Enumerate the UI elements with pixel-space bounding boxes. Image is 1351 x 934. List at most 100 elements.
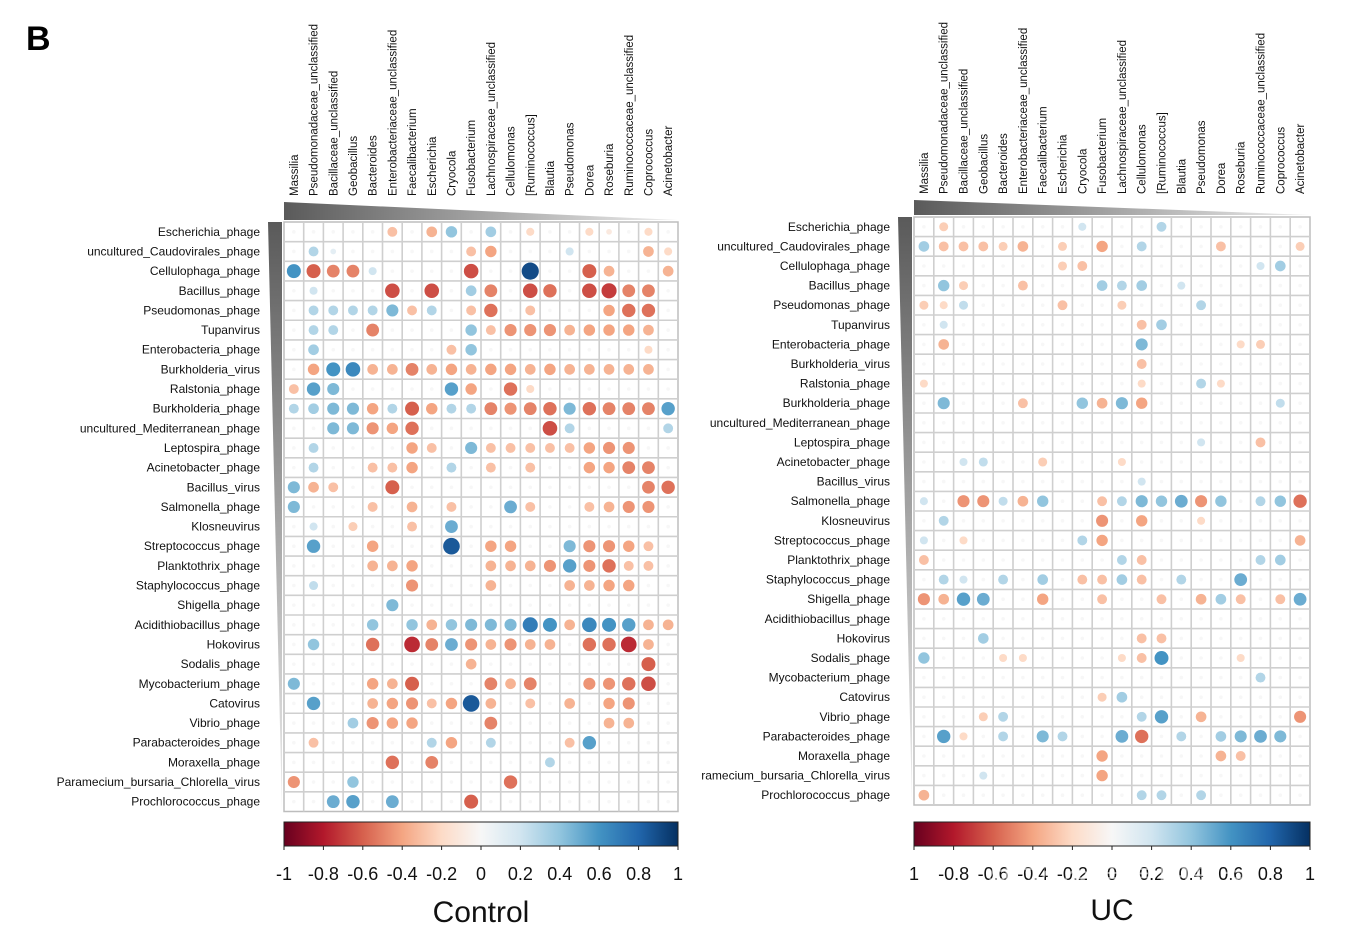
correlation-cell	[1219, 636, 1223, 641]
correlation-cell	[583, 540, 596, 553]
correlation-cell	[405, 579, 419, 592]
correlation-cell	[1040, 773, 1045, 778]
correlation-cell	[292, 230, 296, 234]
correlation-cell	[1139, 460, 1144, 464]
correlation-cell	[1219, 538, 1223, 543]
correlation-cell	[465, 324, 477, 336]
correlation-cell	[1176, 731, 1187, 742]
column-label: Pseudomonas	[1196, 120, 1208, 194]
colorbar-tick-label: 0.4	[547, 864, 572, 884]
correlation-cell	[469, 485, 473, 490]
correlation-cell	[666, 387, 670, 391]
colorbar-tick-label: 0	[1107, 864, 1117, 884]
correlation-cell	[1120, 715, 1124, 719]
correlation-cell	[1238, 499, 1243, 504]
correlation-cell	[1258, 323, 1263, 327]
column-label: Cellulomonas	[506, 126, 518, 196]
correlation-cell	[603, 364, 615, 375]
correlation-cell	[607, 387, 611, 391]
correlation-cell	[489, 760, 493, 765]
row-label: Pseudomonas_phage	[143, 303, 260, 317]
correlation-cell	[1040, 793, 1045, 797]
correlation-cell	[1100, 656, 1104, 660]
correlation-cell	[620, 636, 637, 653]
correlation-cell	[489, 426, 493, 431]
correlation-cell	[1298, 401, 1302, 406]
correlation-cell	[489, 387, 493, 391]
correlation-cell	[1298, 793, 1302, 797]
column-label: [Ruminococcus]	[525, 114, 537, 196]
correlation-cell	[1001, 225, 1005, 229]
correlation-cell	[643, 639, 654, 650]
correlation-cell	[1080, 362, 1085, 366]
correlation-cell	[1238, 421, 1243, 425]
correlation-cell	[1179, 264, 1184, 268]
correlation-cell	[1179, 793, 1184, 797]
correlation-cell	[602, 540, 616, 553]
correlation-cell	[1100, 460, 1104, 464]
column-label: Pseudomonadaceae_unclassified	[939, 22, 951, 194]
correlation-cell	[1136, 633, 1147, 644]
correlation-cell	[1159, 303, 1164, 308]
correlation-cell	[1077, 261, 1088, 271]
column-label: Ruminococcaceae_unclassified	[624, 35, 636, 196]
row-label: Prochlorococcus_phage	[131, 795, 260, 809]
correlation-cell	[1195, 495, 1208, 508]
correlation-cell	[508, 740, 513, 745]
correlation-cell	[1179, 381, 1184, 386]
correlation-cell	[642, 461, 655, 475]
correlation-cell	[1001, 754, 1005, 758]
correlation-cell	[1021, 715, 1025, 719]
correlation-cell	[1060, 675, 1065, 680]
correlation-cell	[1060, 636, 1065, 641]
colorbar-tick-label: 1	[909, 864, 919, 884]
correlation-cell	[351, 544, 355, 549]
correlation-cell	[919, 379, 928, 388]
correlation-cell	[1021, 381, 1025, 386]
correlation-cell	[426, 364, 438, 375]
correlation-cell	[1298, 440, 1302, 445]
correlation-cell	[449, 603, 454, 607]
correlation-cell	[548, 347, 552, 352]
correlation-cell	[348, 305, 358, 316]
correlation-cell	[1078, 222, 1087, 231]
correlation-cell	[602, 617, 617, 632]
correlation-cell	[1215, 495, 1227, 507]
correlation-cell	[462, 695, 480, 712]
correlation-cell	[643, 541, 654, 552]
correlation-cell	[543, 559, 557, 572]
correlation-cell	[465, 364, 477, 375]
correlation-cell	[370, 603, 375, 607]
correlation-cell	[1199, 577, 1203, 582]
correlation-cell	[1001, 479, 1005, 484]
correlation-cell	[1120, 636, 1124, 641]
correlation-cell	[489, 603, 493, 607]
correlation-cell	[311, 721, 316, 725]
correlation-cell	[485, 580, 497, 591]
correlation-cell	[311, 426, 316, 431]
row-label: Hokovirus	[837, 631, 890, 645]
correlation-cell	[1197, 516, 1206, 525]
correlation-cell	[449, 662, 454, 666]
correlation-cell	[346, 794, 360, 809]
correlation-cell	[607, 799, 611, 804]
row-label: Prochlorococcus_phage	[761, 788, 890, 802]
correlation-cell	[426, 305, 437, 316]
correlation-cell	[390, 583, 395, 588]
correlation-cell	[1278, 617, 1283, 621]
correlation-cell	[567, 230, 572, 234]
correlation-cell	[981, 577, 986, 582]
correlation-cell	[999, 653, 1008, 663]
row-label: Ralstonia_phage	[800, 377, 890, 391]
correlation-cell	[1096, 240, 1108, 253]
correlation-cell	[308, 481, 319, 493]
correlation-cell	[666, 308, 670, 313]
correlation-cell	[1219, 264, 1223, 268]
correlation-cell	[1219, 577, 1223, 582]
correlation-cell	[981, 793, 986, 797]
correlation-cell	[1115, 397, 1128, 410]
correlation-cell	[449, 249, 454, 254]
correlation-cell	[1179, 656, 1184, 660]
correlation-cell	[1179, 675, 1184, 680]
correlation-cell	[1219, 793, 1223, 797]
